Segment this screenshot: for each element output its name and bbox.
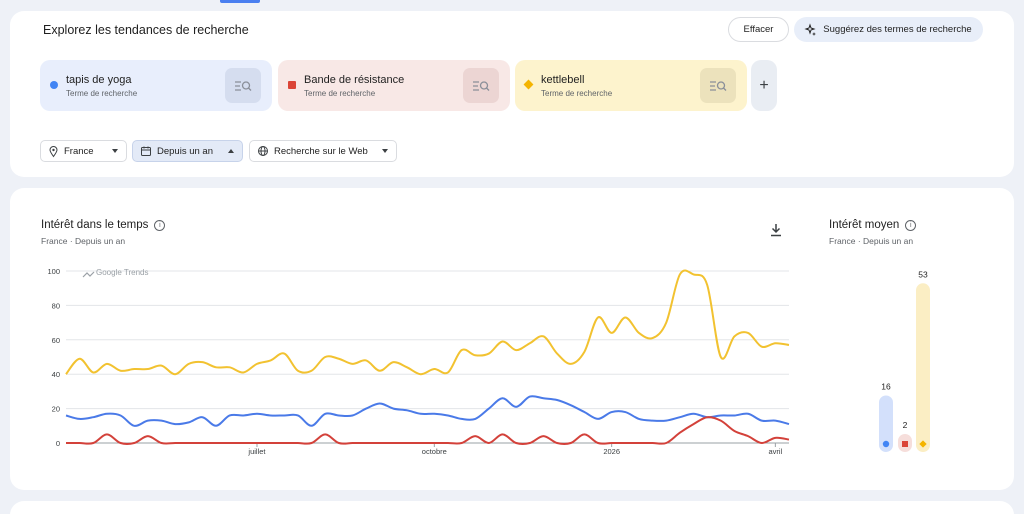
- location-pin-icon: [49, 145, 58, 157]
- chevron-down-icon: [382, 149, 388, 153]
- info-icon[interactable]: i: [905, 219, 917, 231]
- region-filter[interactable]: France: [40, 140, 127, 162]
- add-term-button[interactable]: +: [751, 60, 777, 111]
- average-interest-chart: 16 2 53: [879, 269, 930, 452]
- term-name: Bande de résistance: [304, 74, 405, 86]
- page-title: Explorez les tendances de recherche: [43, 23, 249, 37]
- series-square-red: [902, 441, 908, 447]
- calendar-icon: [141, 146, 151, 156]
- y-tick-label: 80: [52, 301, 60, 310]
- average-bar-3: [916, 283, 930, 452]
- x-tick-label: octobre: [422, 447, 447, 456]
- x-tick-label: juillet: [247, 447, 266, 456]
- search-list-icon[interactable]: [463, 68, 499, 103]
- y-tick-label: 20: [52, 405, 60, 414]
- series-line-1: [65, 395, 790, 427]
- series-dot-blue: [50, 81, 58, 89]
- term-type: Terme de recherche: [66, 89, 138, 98]
- download-icon[interactable]: [769, 223, 783, 237]
- average-bar-value: 16: [881, 381, 891, 391]
- interest-time-subtitle: France · Depuis un an: [41, 236, 126, 246]
- term-name: kettlebell: [541, 74, 585, 86]
- y-tick-label: 60: [52, 336, 60, 345]
- search-list-icon[interactable]: [700, 68, 736, 103]
- term-name: tapis de yoga: [66, 74, 132, 86]
- info-icon[interactable]: i: [154, 219, 166, 231]
- trending-icon: [82, 271, 95, 278]
- y-tick-label: 40: [52, 370, 60, 379]
- interest-time-title-row: Intérêt dans le temps i: [41, 219, 166, 231]
- period-filter[interactable]: Depuis un an: [132, 140, 243, 162]
- search-list-icon[interactable]: [225, 68, 261, 103]
- series-line-3: [65, 269, 790, 376]
- interest-over-time-chart: 0 20 40 60 80 100 juillet octobre 2026 avril Googl…: [47, 267, 790, 456]
- term-chip-2[interactable]: Bande de résistance Terme de recherche: [278, 60, 510, 111]
- clear-button[interactable]: Effacer: [728, 17, 789, 42]
- term-type: Terme de recherche: [541, 89, 613, 98]
- search-type-filter[interactable]: Recherche sur le Web: [249, 140, 397, 162]
- series-diamond-yellow: [919, 440, 927, 448]
- average-bar-value: 53: [918, 269, 928, 279]
- term-type: Terme de recherche: [304, 89, 376, 98]
- interest-avg-subtitle: France · Depuis un an: [829, 236, 914, 246]
- chevron-down-icon: [112, 149, 118, 153]
- search-type-filter-label: Recherche sur le Web: [274, 145, 368, 157]
- average-bar-value: 2: [903, 420, 908, 430]
- series-square-red: [288, 81, 296, 89]
- region-filter-label: France: [64, 145, 94, 157]
- chart-watermark: Google Trends: [96, 268, 148, 277]
- series-dot-blue: [882, 440, 890, 448]
- period-filter-label: Depuis un an: [157, 145, 213, 157]
- series-line-2: [66, 416, 790, 445]
- average-bar-1: [879, 395, 893, 452]
- active-tab-indicator: [220, 0, 260, 3]
- series-diamond-yellow: [523, 79, 534, 90]
- interest-avg-title-row: Intérêt moyen i: [829, 219, 917, 231]
- x-tick-label: 2026: [603, 447, 620, 456]
- suggest-terms-label: Suggérez des termes de recherche: [823, 24, 972, 35]
- explore-card: Explorez les tendances de recherche Effa…: [10, 11, 1014, 177]
- term-chip-3[interactable]: kettlebell Terme de recherche: [515, 60, 747, 111]
- globe-icon: [258, 146, 268, 156]
- interest-card: Intérêt dans le temps i France · Depuis …: [10, 188, 1014, 490]
- sparkle-icon: [804, 22, 817, 36]
- term-chip-1[interactable]: tapis de yoga Terme de recherche: [40, 60, 272, 111]
- x-tick-label: avril: [768, 447, 782, 456]
- interest-avg-title: Intérêt moyen: [829, 219, 900, 231]
- suggest-terms-button[interactable]: Suggérez des termes de recherche: [794, 17, 983, 42]
- y-tick-label: 100: [47, 267, 60, 276]
- next-card: [10, 501, 1014, 514]
- chevron-up-icon: [228, 149, 234, 153]
- y-tick-label: 0: [56, 439, 60, 448]
- interest-time-title: Intérêt dans le temps: [41, 219, 149, 231]
